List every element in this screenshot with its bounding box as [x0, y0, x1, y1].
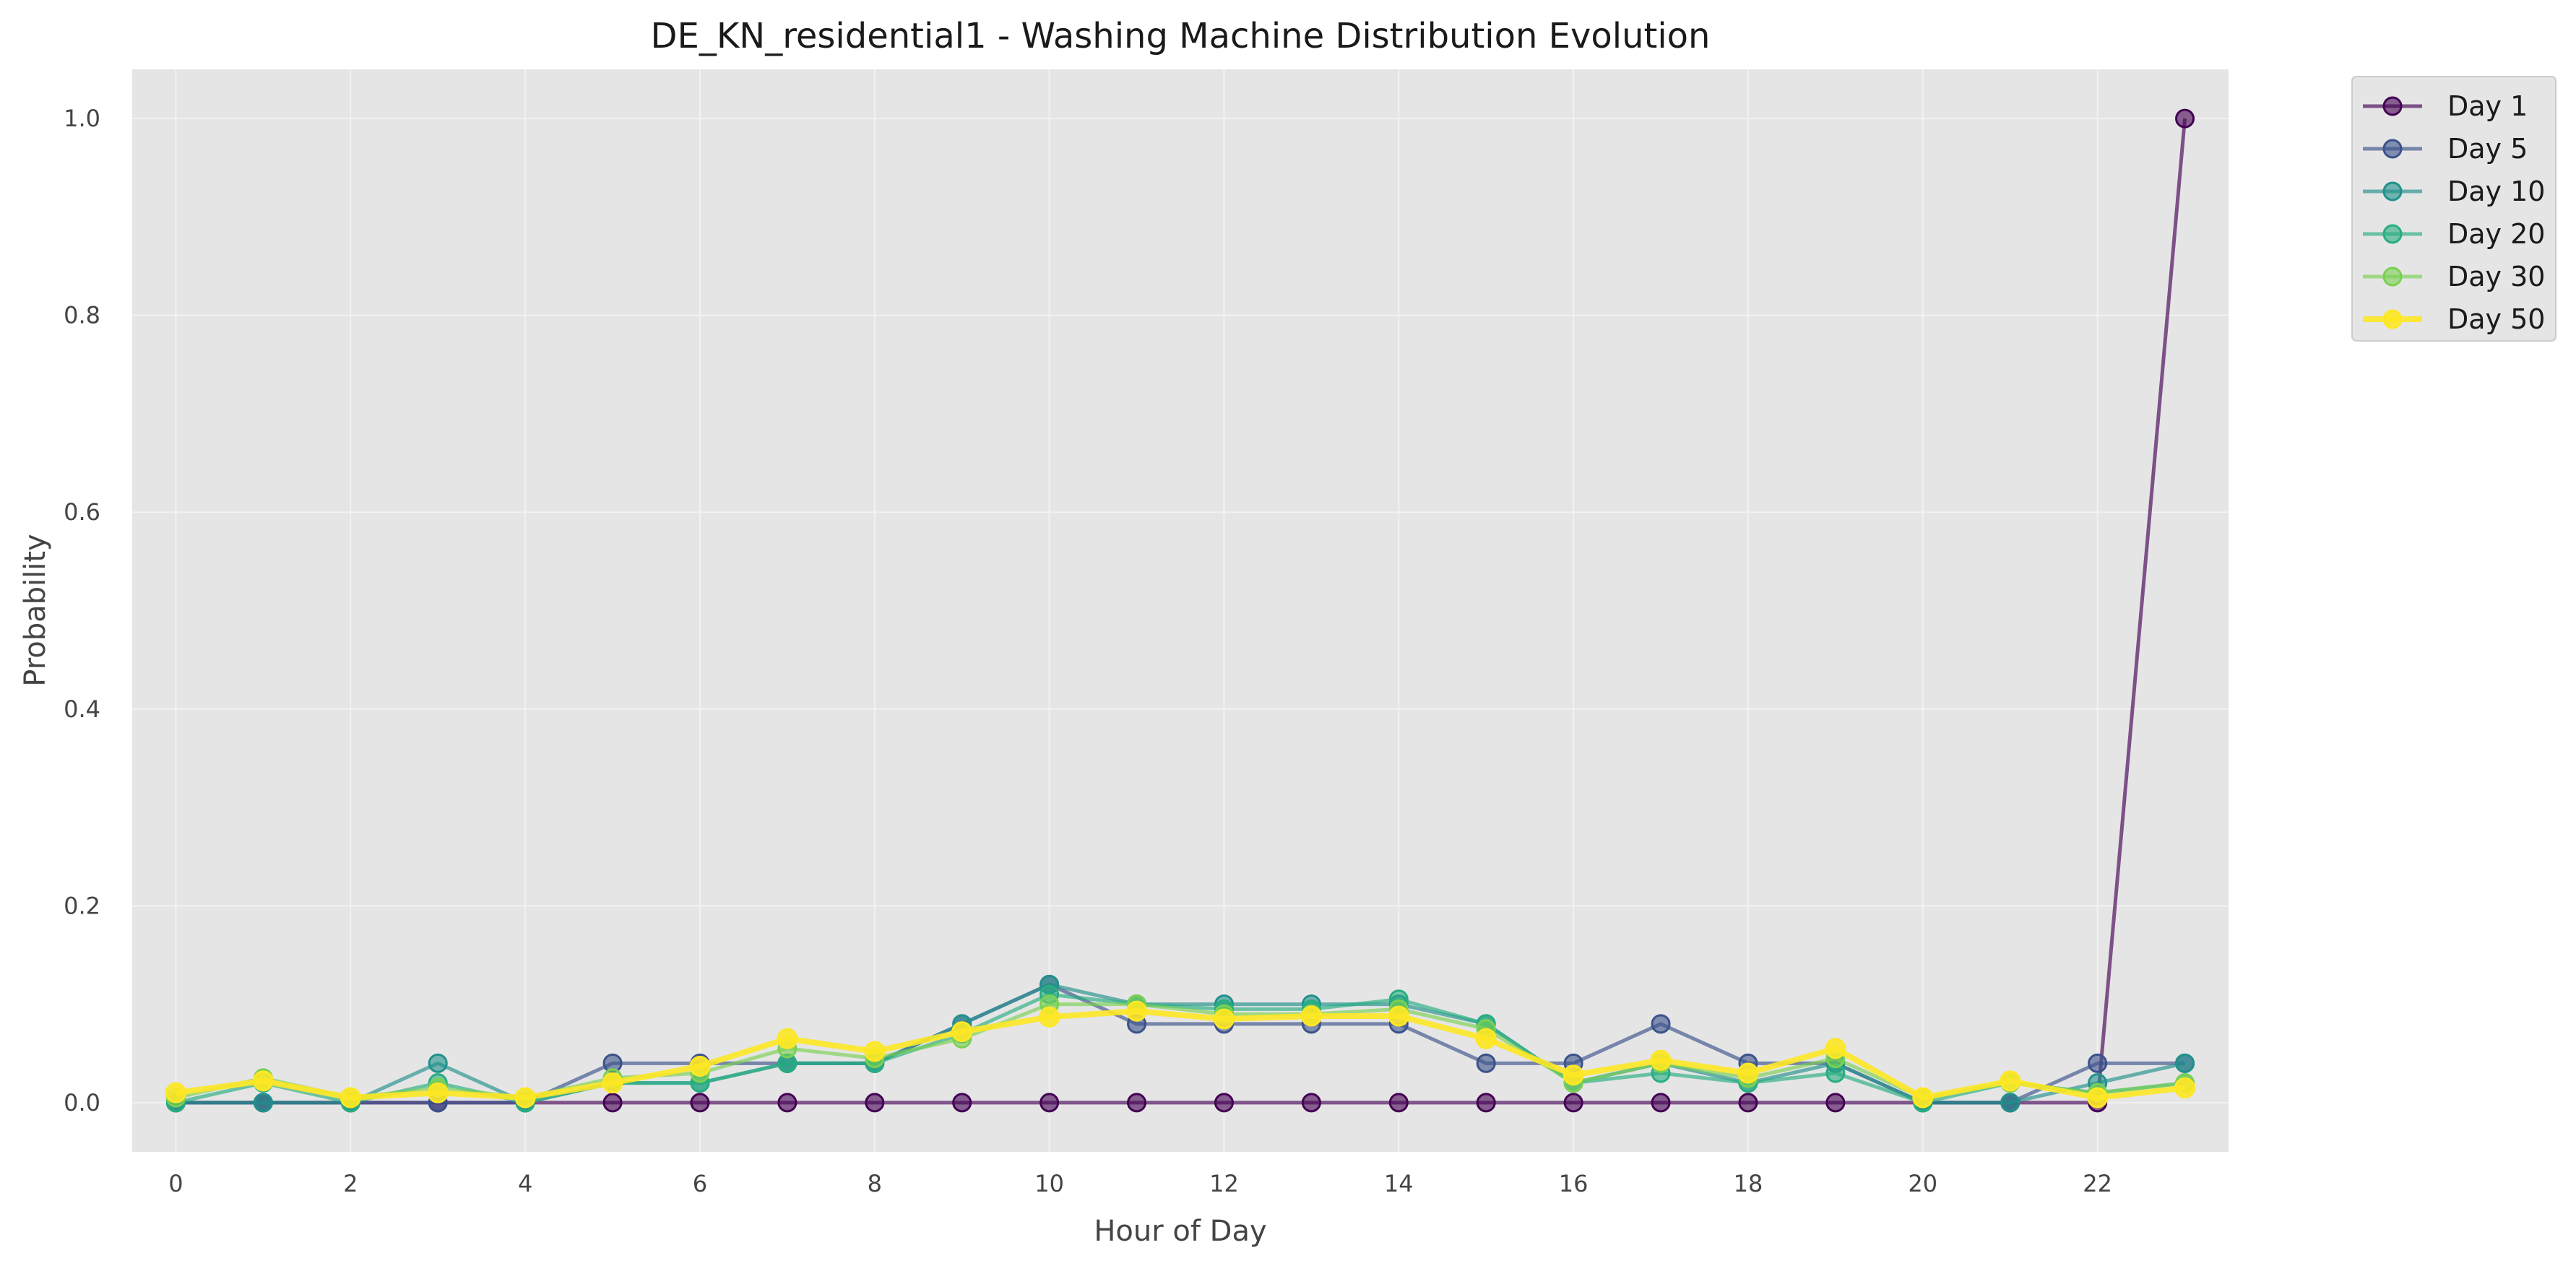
data-point	[1213, 1008, 1235, 1030]
data-point	[427, 1082, 449, 1103]
data-point	[514, 1087, 536, 1109]
legend-item: Day 1	[2363, 90, 2528, 122]
legend-item: Day 5	[2363, 133, 2528, 165]
data-point	[2087, 1087, 2109, 1109]
x-tick-label: 12	[1209, 1170, 1239, 1197]
data-point	[1651, 1014, 1671, 1034]
data-point	[1825, 1038, 1846, 1059]
data-point	[1127, 1093, 1147, 1113]
data-point	[689, 1055, 711, 1077]
legend-item: Day 30	[2363, 261, 2545, 292]
x-tick-label: 22	[2083, 1170, 2112, 1197]
data-point	[1039, 1006, 1060, 1028]
y-tick-label: 0.0	[64, 1089, 100, 1116]
x-axis-label: Hour of Day	[1094, 1215, 1266, 1248]
data-point	[865, 1093, 885, 1113]
data-point	[2175, 1053, 2195, 1073]
x-tick-label: 18	[1734, 1170, 1763, 1197]
legend-item: Day 50	[2363, 303, 2545, 335]
series-layer	[165, 108, 2196, 1113]
data-point	[2175, 108, 2195, 129]
y-axis-label: Probability	[19, 534, 52, 686]
data-point	[1825, 1093, 1846, 1113]
legend-marker	[2382, 266, 2403, 287]
x-tick-label: 0	[168, 1170, 183, 1197]
data-point	[340, 1087, 361, 1109]
data-point	[1388, 1005, 1409, 1027]
legend-marker	[2382, 96, 2403, 116]
x-tick-label: 2	[343, 1170, 358, 1197]
legend-marker	[2382, 224, 2403, 244]
legend-marker	[2382, 181, 2403, 201]
chart-title: DE_KN_residential1 - Washing Machine Dis…	[651, 16, 1711, 56]
data-point	[2088, 1053, 2108, 1073]
data-point	[1651, 1093, 1671, 1113]
legend: Day 1 Day 5 Day 10 Day 20 Day 30 Day 50	[2351, 76, 2556, 342]
data-point	[2000, 1093, 2020, 1113]
series-line	[175, 1008, 2185, 1101]
legend-marker	[2382, 139, 2403, 159]
data-point	[1214, 1093, 1234, 1113]
x-tick-label: 8	[868, 1170, 882, 1197]
plot-area	[132, 69, 2229, 1152]
data-point	[1475, 1028, 1497, 1049]
data-point	[602, 1093, 623, 1113]
data-point	[602, 1072, 623, 1094]
data-point	[1650, 1049, 1672, 1071]
x-tick-label: 6	[693, 1170, 707, 1197]
y-tick-label: 0.6	[64, 498, 100, 526]
data-point	[165, 1082, 186, 1103]
legend-label: Day 1	[2447, 90, 2528, 122]
data-point	[1476, 1053, 1496, 1073]
data-point	[777, 1093, 798, 1113]
data-point	[1126, 1000, 1148, 1022]
y-tick-label: 0.2	[64, 892, 100, 919]
x-tick-label: 16	[1559, 1170, 1589, 1197]
legend-item: Day 20	[2363, 218, 2545, 250]
data-point	[777, 1028, 798, 1049]
legend-item: Day 10	[2363, 175, 2545, 207]
x-tick-label: 10	[1034, 1170, 1064, 1197]
data-point	[1912, 1087, 1934, 1109]
data-point	[690, 1093, 710, 1113]
y-tick-label: 0.4	[64, 695, 100, 723]
data-point	[253, 1093, 273, 1113]
data-point	[1476, 1093, 1496, 1113]
data-point	[2000, 1070, 2021, 1092]
y-tick-labels: 0.0 0.2 0.4 0.6 0.8 1.0	[64, 105, 100, 1116]
data-point	[2174, 1077, 2196, 1098]
x-tick-label: 4	[518, 1170, 532, 1197]
data-point	[952, 1093, 972, 1113]
legend-label: Day 30	[2447, 261, 2545, 292]
x-tick-label: 14	[1384, 1170, 1414, 1197]
legend-marker	[2382, 309, 2403, 329]
x-tick-labels: 0 2 4 6 8 10 12 14 16 18 20 22	[168, 1170, 2112, 1197]
legend-label: Day 5	[2447, 133, 2528, 165]
data-point	[951, 1021, 973, 1043]
legend-label: Day 10	[2447, 175, 2545, 207]
data-point	[1301, 1093, 1321, 1113]
data-point	[1040, 1093, 1060, 1113]
data-point	[1563, 1093, 1583, 1113]
series-day-50	[165, 1000, 2196, 1109]
x-tick-label: 20	[1908, 1170, 1937, 1197]
data-point	[1738, 1093, 1758, 1113]
y-tick-label: 1.0	[64, 105, 100, 132]
y-tick-label: 0.8	[64, 302, 100, 329]
data-point	[864, 1041, 886, 1062]
legend-label: Day 50	[2447, 303, 2545, 335]
data-point	[1737, 1062, 1759, 1084]
data-point	[1563, 1064, 1584, 1086]
data-point	[1388, 1093, 1409, 1113]
legend-label: Day 20	[2447, 218, 2545, 250]
data-point	[252, 1070, 274, 1092]
data-point	[1300, 1005, 1322, 1027]
data-point	[428, 1053, 448, 1073]
